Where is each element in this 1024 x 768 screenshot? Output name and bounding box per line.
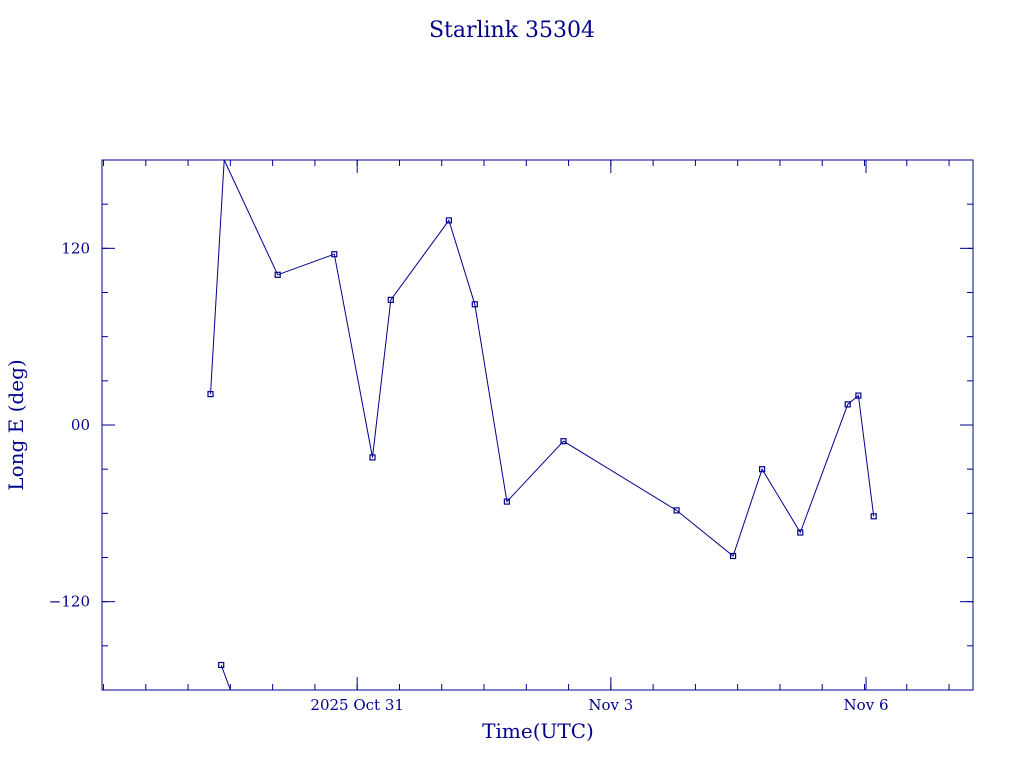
data-point <box>274 271 281 278</box>
data-point <box>503 498 510 505</box>
x-tick-label: Nov 6 <box>844 696 889 714</box>
y-tick-labels: 120 00 −120 <box>49 239 90 610</box>
data-point <box>870 513 877 520</box>
x-axis-label: Time(UTC) <box>482 719 594 743</box>
minor-ticks <box>102 160 973 690</box>
data-point <box>207 391 214 398</box>
x-tick-label: Nov 3 <box>588 696 633 714</box>
chart-title: Starlink 35304 <box>429 18 595 43</box>
data-point <box>560 438 567 445</box>
data-point <box>729 552 737 560</box>
data-point <box>673 507 680 514</box>
data-point <box>758 466 766 473</box>
y-tick-label: 120 <box>61 239 90 257</box>
series-line-segment <box>223 159 875 557</box>
y-tick-label: −120 <box>49 593 90 611</box>
data-point <box>369 454 376 461</box>
data-point <box>471 301 478 308</box>
data-point <box>331 251 338 258</box>
plot-frame <box>101 159 974 691</box>
major-ticks <box>102 160 973 690</box>
x-tick-label: 2025 Oct 31 <box>310 696 404 714</box>
series-longitude <box>210 159 875 691</box>
series-line-segment <box>220 664 231 691</box>
data-point <box>387 296 394 303</box>
y-axis-label: Long E (deg) <box>4 359 28 490</box>
data-point <box>218 661 225 669</box>
data-point <box>855 392 862 399</box>
x-tick-labels: 2025 Oct 31 Nov 3 Nov 6 <box>310 696 888 714</box>
data-markers <box>207 217 877 669</box>
series-line-segment <box>210 159 225 395</box>
data-point <box>844 401 851 408</box>
data-point <box>797 529 804 536</box>
y-tick-label: 00 <box>71 416 90 434</box>
data-point <box>445 217 452 224</box>
